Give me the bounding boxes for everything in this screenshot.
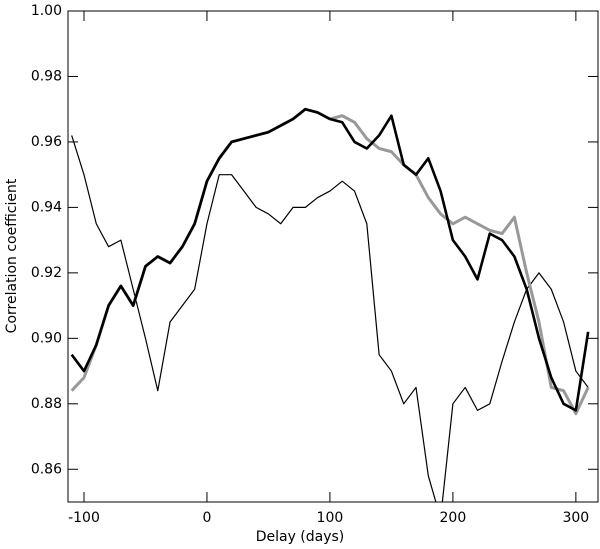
x-axis-label: Delay (days) [256,529,345,545]
plot-frame [67,10,599,503]
series-line [70,107,590,412]
y-tick-label: 0.88 [31,396,62,412]
y-tick-label: 0.94 [31,199,62,215]
y-tick-label: 0.86 [31,461,62,477]
x-tick-label: 0 [202,510,211,526]
x-tick-label: 200 [440,510,467,526]
series-line [70,107,590,416]
x-tick-label: -100 [68,510,100,526]
y-tick-label: 0.96 [31,134,62,150]
series-line [71,135,589,502]
x-tick-label: 300 [562,510,589,526]
y-tick-label: 0.98 [31,68,62,84]
y-tick-label: 0.90 [31,330,62,346]
x-tick-label: 100 [317,510,344,526]
y-tick-label: 1.00 [31,3,62,19]
y-axis-label: Correlation coefficient [4,178,20,333]
y-tick-label: 0.92 [31,265,62,281]
plot-area [70,107,590,502]
